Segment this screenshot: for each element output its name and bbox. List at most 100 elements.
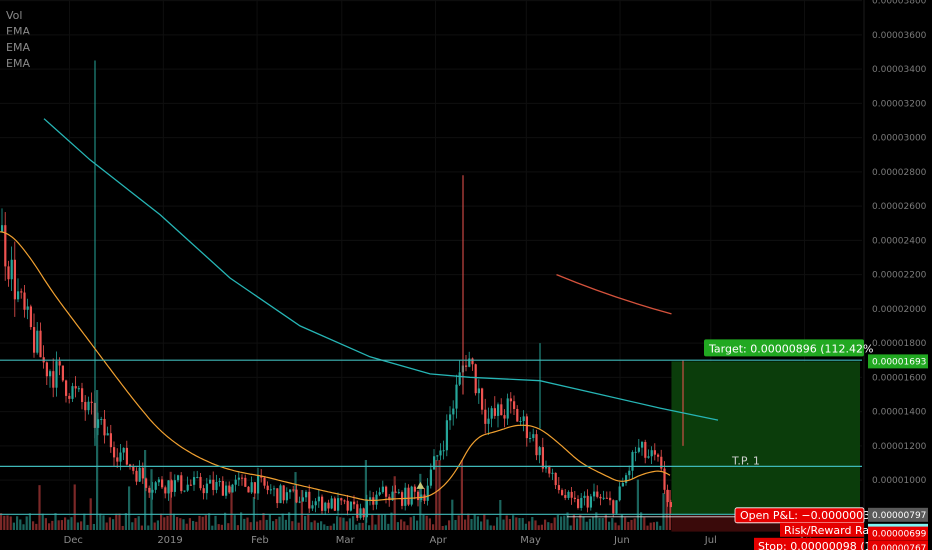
candle-body [525,416,528,439]
volume-bar [371,514,374,530]
volume-bar [41,513,44,530]
volume-bar [339,517,342,530]
y-tick-label: 0.00002400 [872,236,927,246]
candle-body [545,465,548,469]
volume-bar [0,513,3,530]
candle-body [218,481,221,483]
volume-bar [297,522,300,530]
candle-body [612,500,615,514]
volume-bar [476,516,479,530]
y-tick-label: 0.00001200 [872,442,927,452]
volume-bar [19,519,22,530]
volume-bar [412,515,415,530]
candle-body [58,361,61,366]
candle-body [285,492,288,501]
candle-body [282,485,285,501]
candle-body [90,401,93,403]
candle-body [567,491,570,498]
volume-bar [572,514,575,530]
volume-bar [284,519,287,530]
candle-body [135,470,138,482]
y-tick-label: 0.00003800 [872,0,927,7]
candle-body [481,388,484,410]
candle-body [385,486,388,497]
legend-ema-3[interactable]: EMA [6,57,30,70]
candle-body [561,490,564,496]
volume-bar [448,520,451,530]
candle-body [49,371,52,377]
candle-body [417,491,420,501]
candle-body [71,386,74,399]
volume-bar [70,517,73,530]
volume-bar [604,513,607,530]
volume-bar [665,490,668,530]
y-tick-label: 0.00002600 [872,202,927,212]
candle-body [625,475,628,484]
candle-body [397,492,400,494]
x-tick-label: Feb [251,535,269,546]
volume-bar [368,525,371,530]
candle-body [650,450,653,457]
volume-bar [320,521,323,530]
candle-body [23,292,26,310]
volume-bar [656,521,659,530]
volume-bar [534,520,537,530]
time-axis[interactable]: Dec2019FebMarAprMayJunJulAu [64,535,812,546]
volume-bar [425,515,428,530]
volume-bar [508,519,511,530]
volume-bar [652,522,655,530]
candle-body [141,467,144,479]
price-axis[interactable]: 0.000008000.000010000.000012000.00001400… [872,0,927,520]
volume-bar [460,460,463,530]
volume-bar [348,518,351,530]
candle-body [615,500,618,514]
volume-bar [86,524,89,530]
candle-body [474,364,477,394]
y-tick-label: 0.00002200 [872,271,927,281]
candle-body [36,330,39,353]
volume-bar [16,516,19,530]
volume-bar [406,525,409,530]
volume-bar [470,519,473,530]
volume-bar [153,522,156,530]
volume-bar [6,515,9,530]
candle-body [529,437,532,439]
candle-body [228,485,231,493]
x-tick-label: Apr [430,535,448,546]
volume-bar [531,516,534,530]
candle-body [532,434,535,438]
volume-bar [566,512,569,530]
volume-bar [99,513,102,530]
volume-bar [550,523,553,530]
candle-body [244,477,247,487]
volume-bar [345,521,348,530]
volume-bar [252,497,255,530]
candle-body [234,479,237,485]
candle-body [26,306,29,310]
candle-body [129,464,132,467]
volume-bar [262,513,265,530]
candle-body [426,485,429,501]
volume-bar [240,512,243,530]
legend-ema-2[interactable]: EMA [6,41,30,54]
position-tool[interactable]: Target: 0.00000896 (112.42% T.P. 1 Open … [704,339,896,550]
candle-body [465,365,468,367]
candle-body [634,451,637,453]
y-tick-label: 0.00001400 [872,408,927,418]
candle-body [202,488,205,494]
candle-body [439,450,442,456]
rr-label: Risk/Reward Ra [784,524,869,537]
legend-vol[interactable]: Vol [6,9,23,22]
volume-bar [198,515,201,530]
candle-body [289,489,292,493]
volume-bar [256,521,259,530]
volume-bar [358,522,361,530]
candle-body [669,502,672,508]
candle-body [250,482,253,493]
candle-body [273,488,276,490]
volume-bar [204,515,207,530]
candle-body [199,476,202,489]
volume-bar [646,525,649,530]
candle-body [564,495,567,498]
